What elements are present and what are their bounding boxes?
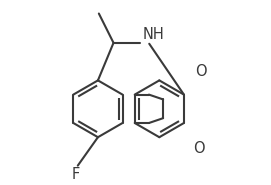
- Text: O: O: [193, 141, 205, 156]
- Text: F: F: [72, 167, 80, 182]
- Text: NH: NH: [143, 27, 164, 42]
- Text: O: O: [195, 64, 206, 79]
